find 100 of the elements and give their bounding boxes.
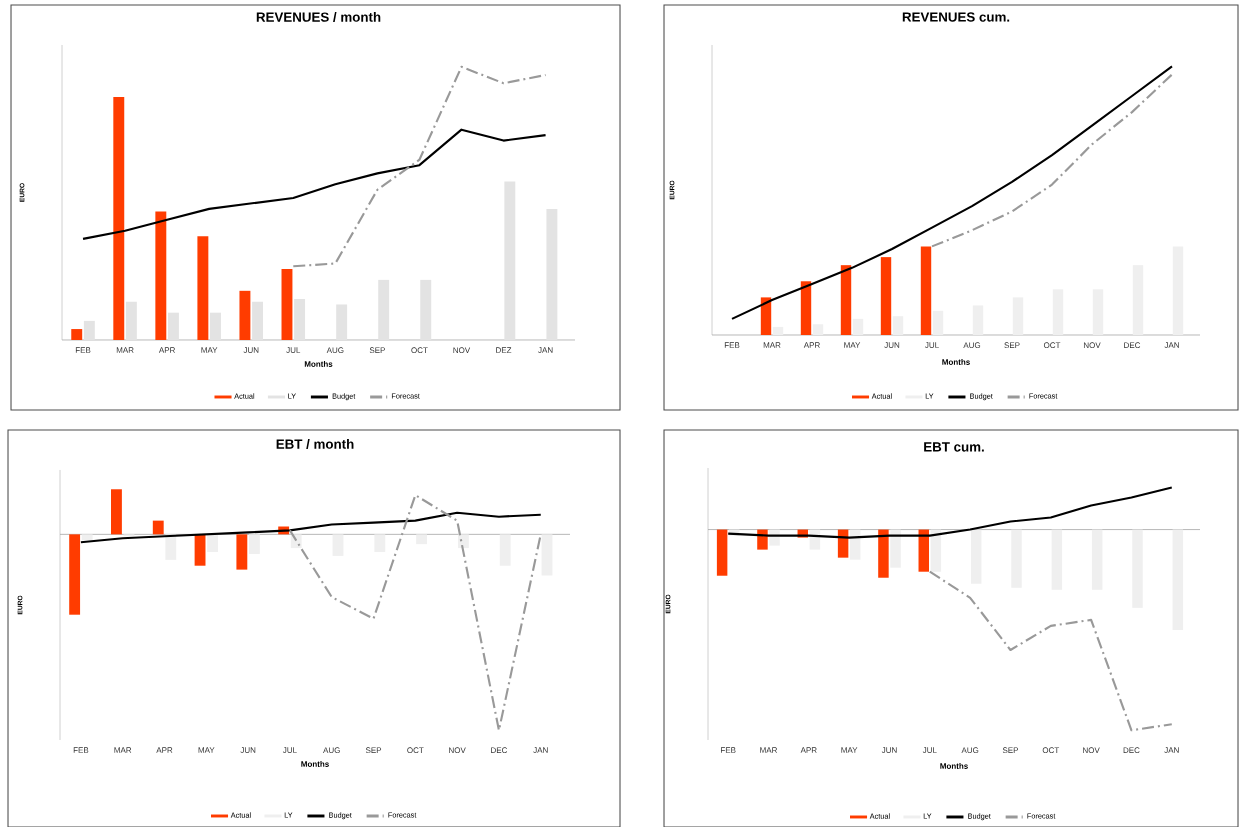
x-tick-label: JUN <box>240 747 256 753</box>
x-tick-label: DEC <box>1123 747 1140 754</box>
x-tick-label: JAN <box>533 747 548 753</box>
x-axis-title: Months <box>942 359 970 365</box>
x-tick-label: NOV <box>449 747 466 754</box>
x-tick-label: FEB <box>75 347 91 353</box>
x-tick-label: SEP <box>365 747 382 754</box>
bar <box>69 534 81 615</box>
x-tick-label: AUG <box>963 342 981 349</box>
x-tick-label: MAY <box>844 342 861 348</box>
bar <box>113 96 125 340</box>
bar <box>760 297 772 335</box>
bar <box>207 534 219 552</box>
bar <box>546 208 558 340</box>
bar <box>504 181 516 340</box>
bar <box>420 279 432 340</box>
bar <box>416 534 428 545</box>
x-tick-label: OCT <box>1043 342 1061 349</box>
bar <box>111 489 122 535</box>
x-tick-label: JUL <box>282 747 297 753</box>
bar <box>880 257 892 335</box>
x-tick-label: JUN <box>884 342 900 348</box>
bar <box>236 534 248 570</box>
bar <box>252 301 264 340</box>
x-tick-label: MAR <box>116 347 134 353</box>
x-tick-label: MAY <box>201 347 218 353</box>
x-tick-label: MAR <box>114 747 132 753</box>
bar <box>294 299 306 340</box>
x-tick-label: DEC <box>491 747 508 754</box>
bar <box>125 301 137 340</box>
x-tick-label: AUG <box>326 347 344 354</box>
x-tick-label: NOV <box>1083 342 1101 349</box>
bar <box>167 312 179 340</box>
bar <box>840 265 852 335</box>
chart-title: REVENUES / month <box>256 12 381 22</box>
bar <box>197 236 209 340</box>
bar <box>281 268 293 340</box>
bar <box>499 534 511 566</box>
x-axis-title: Months <box>301 761 329 767</box>
bar <box>336 304 348 340</box>
x-tick-label: APR <box>800 747 817 753</box>
bar <box>248 534 260 554</box>
bar <box>1172 246 1184 335</box>
bar <box>332 534 344 556</box>
bar <box>378 279 390 340</box>
bar <box>239 290 251 340</box>
bar <box>210 312 221 340</box>
chart-title: EBT / month <box>276 439 354 449</box>
x-tick-label: FEB <box>73 747 89 753</box>
x-tick-label: DEZ <box>496 347 512 353</box>
bar <box>852 318 864 335</box>
x-axis-title: Months <box>940 763 968 769</box>
bar <box>165 534 177 560</box>
x-tick-label: JUN <box>881 747 897 753</box>
chart-title: REVENUES cum. <box>902 12 1010 22</box>
x-tick-label: SEP <box>369 347 385 354</box>
x-tick-label: AUG <box>323 747 340 754</box>
bar <box>374 534 386 552</box>
x-tick-label: OCT <box>407 747 424 754</box>
x-tick-label: DEC <box>1124 342 1141 349</box>
x-tick-label: JUL <box>922 747 937 753</box>
x-tick-label: OCT <box>411 347 428 354</box>
x-tick-label: AUG <box>961 747 979 754</box>
bar <box>772 326 784 335</box>
chart-title: EBT cum. <box>924 442 984 452</box>
bar <box>812 324 824 335</box>
x-tick-label: FEB <box>721 747 736 753</box>
bar <box>972 305 984 335</box>
x-tick-label: SEP <box>1002 747 1019 754</box>
x-tick-label: JAN <box>1164 747 1179 753</box>
bar <box>1012 297 1024 335</box>
bar <box>932 310 944 335</box>
x-tick-label: NOV <box>1083 747 1100 754</box>
x-tick-label: MAY <box>841 747 858 753</box>
x-axis-title: Months <box>304 361 333 367</box>
x-tick-label: NOV <box>453 347 471 354</box>
bar <box>155 211 167 340</box>
bar <box>920 246 932 335</box>
x-tick-label: JAN <box>1164 342 1179 348</box>
x-tick-label: APR <box>803 342 820 348</box>
bar <box>1132 265 1144 335</box>
x-tick-label: JUN <box>243 347 259 353</box>
bar <box>892 316 904 335</box>
bar <box>71 329 83 340</box>
x-tick-label: JAN <box>538 347 553 353</box>
bar <box>541 534 553 576</box>
x-tick-label: APR <box>158 347 175 353</box>
bar <box>800 281 812 335</box>
bar <box>81 534 93 541</box>
x-tick-label: JUL <box>925 342 939 348</box>
bar <box>1052 289 1064 335</box>
bar <box>457 534 469 549</box>
bar <box>152 520 164 535</box>
bar <box>1092 289 1104 335</box>
x-tick-label: FEB <box>724 342 740 348</box>
x-tick-label: MAY <box>198 747 215 753</box>
x-tick-label: MAR <box>763 342 781 348</box>
x-tick-label: OCT <box>1042 747 1060 754</box>
bar <box>83 320 95 340</box>
x-tick-label: MAR <box>760 747 778 753</box>
